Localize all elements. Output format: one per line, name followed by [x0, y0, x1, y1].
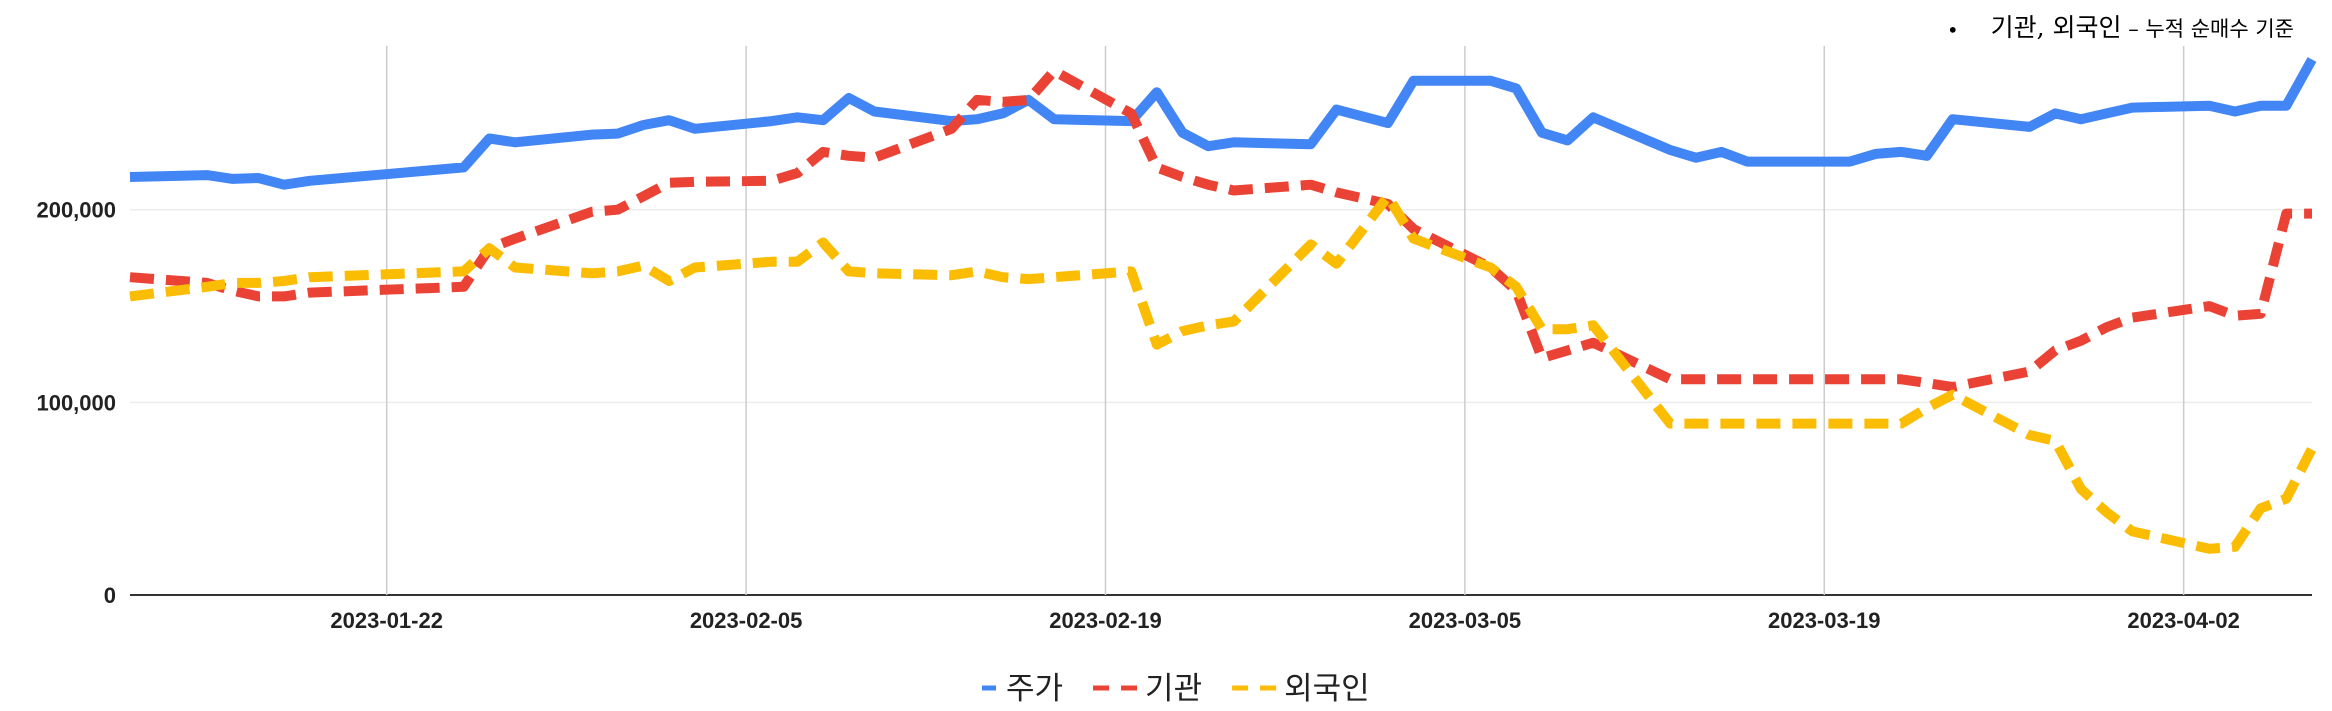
y-tick-label: 100,000 — [36, 390, 116, 415]
x-tick-label: 2023-01-22 — [330, 608, 443, 633]
series-lines — [129, 57, 2317, 554]
x-axis: 2023-01-22 2023-02-05 2023-02-19 2023-03-05… — [330, 608, 2239, 633]
series-line-1 — [129, 57, 2317, 190]
series-line-3 — [129, 191, 2317, 554]
x-tick-label: 2023-02-05 — [690, 608, 803, 633]
note-sub: 누적 순매수 기준 — [2145, 17, 2294, 41]
legend-item-2: 기관 — [1093, 671, 1202, 707]
legend-item-1: 주가 — [982, 671, 1063, 707]
x-tick-label: 2023-03-05 — [1409, 608, 1522, 633]
note-separator: – — [2121, 17, 2146, 41]
legend-label: 주가 — [1006, 671, 1063, 707]
y-axis: 0 100,000 200,000 — [36, 198, 116, 608]
note-bullet: • — [1946, 17, 1959, 42]
x-tick-label: 2023-02-19 — [1049, 608, 1162, 633]
y-tick-label: 200,000 — [36, 198, 116, 223]
y-tick-label: 0 — [104, 583, 116, 608]
x-tick-label: 2023-04-02 — [2127, 608, 2240, 633]
note-main: 기관, 외국인 — [1990, 13, 2122, 42]
x-tick-label: 2023-03-19 — [1768, 608, 1881, 633]
legend-item-3: 외국인 — [1232, 671, 1370, 707]
chart-note: • 기관, 외국인 – 누적 순매수 기준 — [1947, 8, 2294, 44]
legend-label: 기관 — [1145, 671, 1202, 707]
chart-legend: 주가 기관 외국인 — [982, 671, 1370, 707]
series-line-2 — [129, 66, 2312, 392]
legend-label: 외국인 — [1284, 671, 1370, 707]
